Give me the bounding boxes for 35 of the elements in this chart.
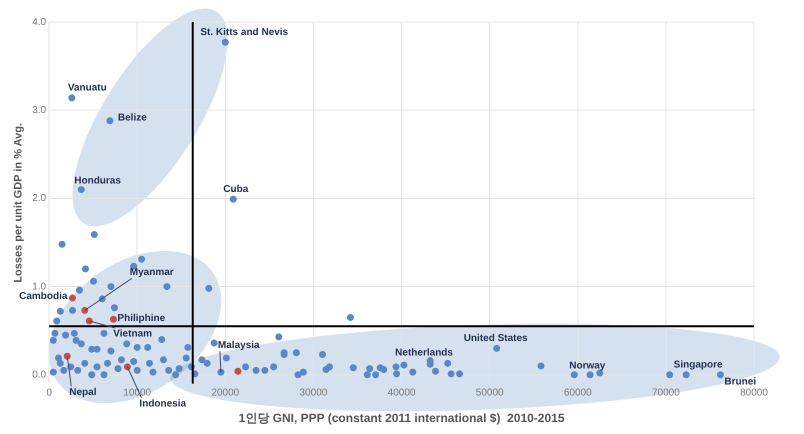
annotation: Vanuatu bbox=[68, 82, 107, 94]
y-tick-label: 4.0 bbox=[32, 16, 47, 28]
x-tick-label: 60000 bbox=[564, 387, 592, 398]
y-tick-label: 1.0 bbox=[32, 281, 47, 292]
annotation: Norway bbox=[569, 360, 606, 372]
annotation: Myanmar bbox=[130, 267, 174, 278]
point bbox=[234, 368, 242, 375]
point bbox=[68, 294, 76, 302]
annotation: Honduras bbox=[74, 175, 122, 186]
y-tick-label: 3.0 bbox=[32, 104, 47, 116]
x-axis-title: 1인당 GNI, PPP (constant 2011 international $) 2010-2015 bbox=[238, 411, 565, 426]
annotation: United States bbox=[464, 333, 528, 344]
annotation: Brunei bbox=[724, 376, 756, 388]
x-tick-label: 50000 bbox=[476, 387, 504, 398]
annotation: St. Kitts and Nevis bbox=[200, 27, 289, 38]
annotation: Malaysia bbox=[218, 340, 260, 351]
point bbox=[110, 316, 117, 323]
x-tick-label: 30000 bbox=[300, 387, 328, 398]
x-tick-label: 40000 bbox=[388, 387, 416, 398]
annotation: Indonesia bbox=[139, 398, 187, 410]
y-tick-label: 0.0 bbox=[32, 370, 47, 381]
y-axis-title: Losses per unit GDP in % Avg. bbox=[12, 122, 25, 283]
x-tick-label: 20000 bbox=[211, 387, 240, 398]
annotation: Cuba bbox=[223, 184, 249, 196]
annotation: Netherlands bbox=[395, 347, 454, 358]
x-tick-label: 80000 bbox=[740, 387, 768, 398]
x-tick-label: 70000 bbox=[652, 387, 680, 398]
annotation: Philiphine bbox=[117, 312, 166, 324]
x-tick-label: 0 bbox=[46, 387, 52, 398]
annotation: Belize bbox=[118, 112, 148, 124]
annotation: Singapore bbox=[674, 360, 724, 371]
y-tick-label: 2.0 bbox=[32, 193, 47, 204]
annotation: Cambodia bbox=[19, 290, 68, 302]
annotation: Nepal bbox=[69, 387, 97, 398]
annotation: Vietnam bbox=[113, 328, 152, 340]
